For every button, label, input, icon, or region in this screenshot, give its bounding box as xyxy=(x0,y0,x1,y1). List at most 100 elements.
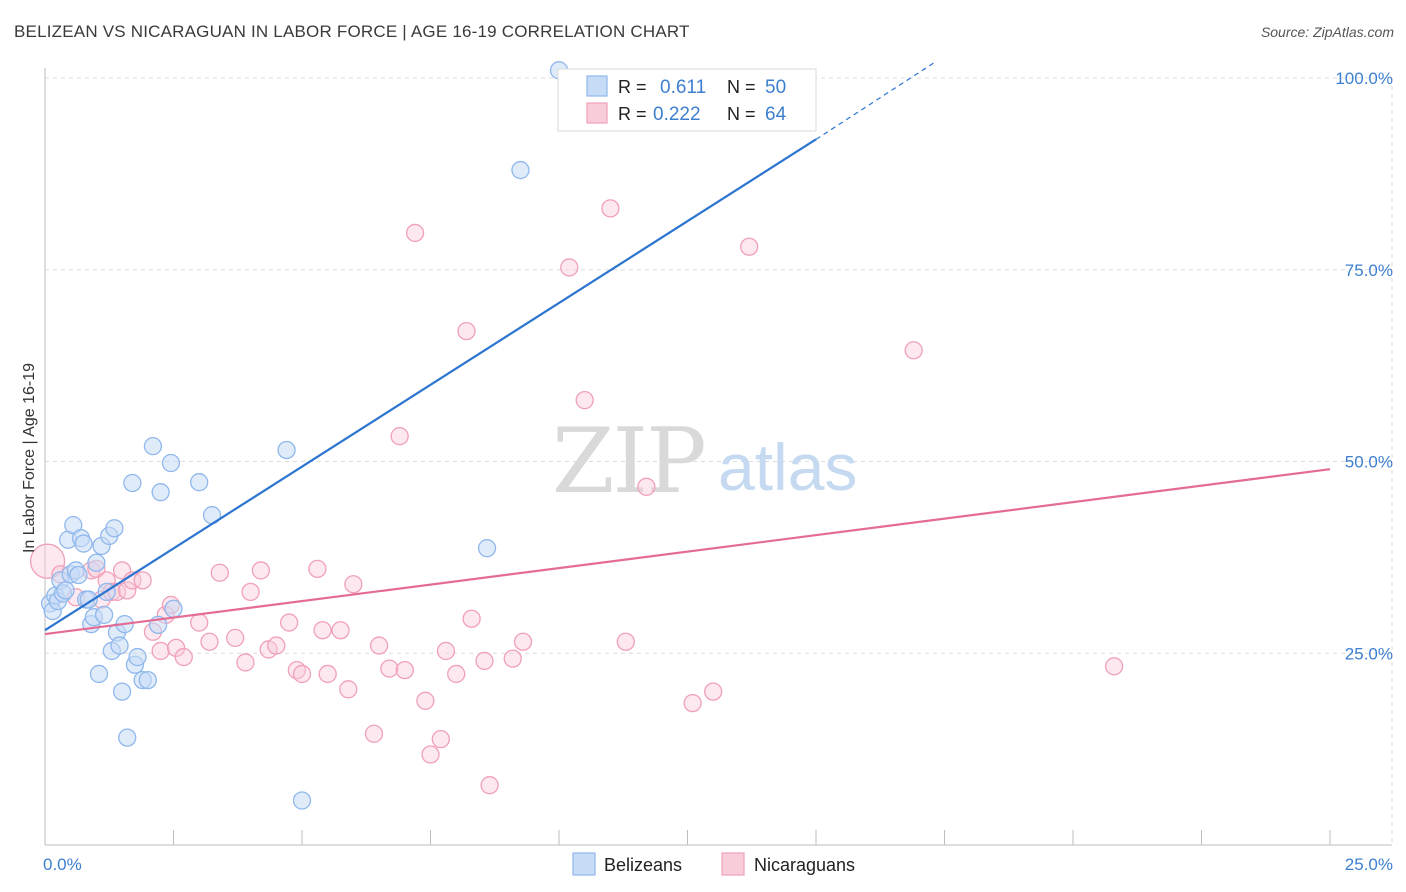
belizean-point xyxy=(477,539,497,558)
nicaraguan-point xyxy=(344,575,363,594)
nicaraguan-point xyxy=(480,776,499,795)
nicaraguan-point xyxy=(380,659,399,678)
x-tick-label: 25.0% xyxy=(1345,855,1393,874)
legend-r-value-belizeans: 0.611 xyxy=(660,77,706,98)
y-axis-label: In Labor Force | Age 16-19 xyxy=(21,363,38,553)
nicaraguan-point xyxy=(251,561,271,580)
nicaraguan-point xyxy=(575,390,594,410)
legend-n-label-belizeans: N = xyxy=(727,77,756,97)
belizean-point xyxy=(128,647,147,667)
nicaraguan-point xyxy=(683,693,702,713)
nicaraguan-point xyxy=(190,613,209,632)
belizean-point xyxy=(112,682,132,701)
belizean-point xyxy=(277,440,296,460)
nicaraguan-point xyxy=(369,636,389,655)
belizean-point xyxy=(292,791,312,810)
nicaraguan-point xyxy=(226,628,245,648)
belizean-point xyxy=(161,453,181,473)
legend-r-label-belizeans: R = xyxy=(618,77,647,97)
belizean-trend-extension xyxy=(815,62,935,140)
bottom-legend-swatch-belizeans xyxy=(572,852,596,876)
belizean-point xyxy=(118,728,137,747)
nicaraguan-point xyxy=(462,609,481,628)
belizean-point xyxy=(143,437,163,456)
nicaraguan-point xyxy=(339,680,358,699)
nicaraguan-point xyxy=(560,258,579,277)
nicaraguan-point xyxy=(475,651,494,671)
nicaraguan-point xyxy=(279,613,299,632)
nicaraguan-point xyxy=(405,223,425,243)
trend-lines xyxy=(44,62,1331,636)
y-tick-label: 100.0% xyxy=(1335,69,1393,88)
bottom-legend-label-nicaraguans: Nicaraguans xyxy=(754,855,855,875)
nicaraguan-point xyxy=(267,636,286,655)
nicaraguan-point xyxy=(740,237,759,256)
nicaraguan-point xyxy=(29,543,66,579)
stats-legend: R = 0.611 N = 50 R = 0.222 N = 64 xyxy=(557,68,817,132)
belizean-point xyxy=(164,599,183,618)
nicaraguan-point xyxy=(390,427,409,446)
belizean-point xyxy=(79,590,98,609)
belizean-point xyxy=(190,473,209,492)
nicaraguan-point xyxy=(118,581,137,600)
belizean-point xyxy=(123,473,142,493)
nicaraguan-point xyxy=(704,682,723,701)
nicaraguan-point xyxy=(166,638,186,658)
belizean-point xyxy=(151,483,170,502)
nicaraguan-point xyxy=(431,730,450,749)
nicaraguan-point xyxy=(133,571,152,590)
nicaraguan-point xyxy=(313,621,332,640)
nicaraguan-point xyxy=(151,641,170,661)
y-tick-label: 25.0% xyxy=(1345,644,1393,663)
nicaraguan-point xyxy=(174,647,193,667)
nicaraguan-point xyxy=(457,321,476,341)
watermark-atlas: atlas xyxy=(718,430,857,504)
nicaraguan-trend-line xyxy=(44,468,1331,636)
legend-n-label-nicaraguans: N = xyxy=(727,104,756,124)
belizean-point xyxy=(69,565,88,585)
source-label: Source: ZipAtlas.com xyxy=(1260,24,1394,40)
nicaraguan-point xyxy=(416,691,435,710)
legend-n-value-belizeans: 50 xyxy=(765,77,786,98)
nicaraguan-point xyxy=(236,653,255,672)
belizean-trend-line xyxy=(44,138,817,632)
nicaraguan-point xyxy=(436,641,456,661)
y-tick-label: 50.0% xyxy=(1345,453,1393,472)
series-legend: Belizeans Nicaraguans xyxy=(572,852,855,876)
nicaraguan-point xyxy=(395,660,414,680)
belizean-point xyxy=(89,664,109,684)
nicaraguan-point xyxy=(904,341,923,360)
belizean-point xyxy=(74,534,93,553)
nicaraguan-point xyxy=(447,664,466,684)
axes xyxy=(44,68,1392,846)
nicaraguan-point xyxy=(421,745,440,764)
nicaraguan-point xyxy=(513,632,533,651)
nicaraguan-point xyxy=(616,632,635,651)
legend-swatch-belizeans xyxy=(586,75,608,97)
watermark: ZIP atlas xyxy=(552,409,857,514)
y-tick-label: 75.0% xyxy=(1345,261,1393,280)
nicaraguan-point xyxy=(503,649,522,668)
nicaraguan-point xyxy=(331,621,350,640)
belizean-point xyxy=(105,519,124,538)
legend-n-value-nicaraguans: 64 xyxy=(765,104,787,125)
nicaraguan-point xyxy=(601,199,620,218)
x-tick-label: 0.0% xyxy=(43,855,82,874)
watermark-zip: ZIP xyxy=(552,409,705,514)
belizeans-points xyxy=(40,61,569,810)
legend-swatch-nicaraguans xyxy=(586,102,608,124)
chart-title: BELIZEAN VS NICARAGUAN IN LABOR FORCE | … xyxy=(14,22,690,41)
nicaraguan-point xyxy=(308,559,327,579)
nicaraguan-point xyxy=(200,632,219,651)
nicaraguan-point xyxy=(1104,657,1124,676)
legend-r-value-nicaraguans: 0.222 xyxy=(653,104,701,125)
nicaraguan-point xyxy=(637,477,656,496)
belizean-point xyxy=(138,670,157,690)
bottom-legend-label-belizeans: Belizeans xyxy=(604,855,682,875)
belizean-point xyxy=(511,160,530,180)
bottom-legend-swatch-nicaraguans xyxy=(721,852,745,876)
nicaraguan-point xyxy=(318,664,337,684)
legend-r-label-nicaraguans: R = xyxy=(618,104,647,124)
nicaraguans-points xyxy=(29,199,1124,795)
